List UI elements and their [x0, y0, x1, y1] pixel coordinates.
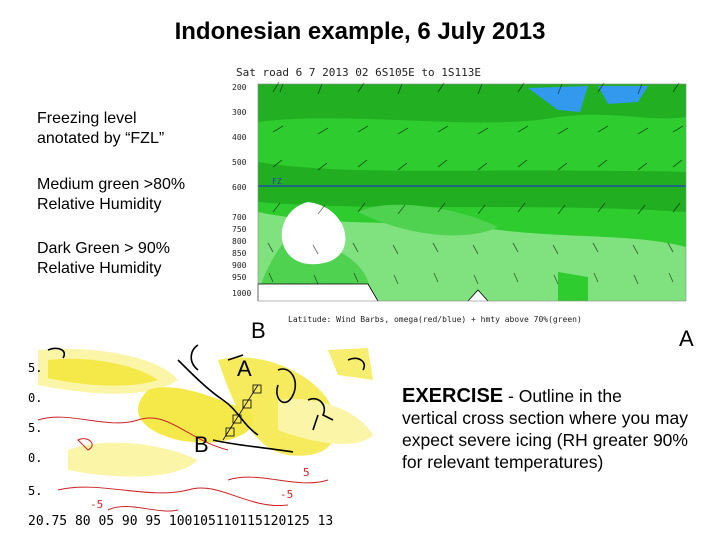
exercise-heading: EXERCISE: [402, 385, 504, 407]
pressure-label: 750: [232, 225, 247, 234]
blue-patch: [528, 86, 588, 112]
map-image: -5 5 -5 5. 0. 5. 0. 5. 20.75 80 05 90 95…: [28, 340, 380, 532]
rh-field: [258, 84, 686, 301]
pressure-label: 950: [232, 273, 247, 282]
lat-label: 5.: [28, 361, 42, 375]
note-line: Dark Green > 90%: [37, 240, 170, 257]
cross-section-header: Sat road 6 7 2013 02 6S105E to 1S113E: [236, 66, 481, 79]
pressure-label: 200: [232, 83, 247, 92]
lat-label: 0.: [28, 391, 42, 405]
wind-barbs: [267, 81, 684, 285]
cross-section-footer: Latitude: Wind Barbs, omega(red/blue) + …: [288, 315, 582, 324]
lat-label: 5.: [28, 421, 42, 435]
lat-axis: 5. 0. 5. 0. 5.: [28, 361, 42, 498]
contour-label: 5: [303, 466, 310, 479]
contour-label: -5: [90, 498, 103, 511]
note-line: Medium green >80%: [37, 176, 186, 193]
cross-section-image: FZ Sat road 6 7 2013 02 6S105E to 1S113E…: [228, 62, 710, 327]
map-rh-shading: [38, 348, 373, 477]
note-line: Relative Humidity: [37, 196, 162, 213]
fzl-label: FZ: [272, 177, 282, 186]
note-freezing-level: Freezing level anotated by “FZL”: [37, 109, 164, 149]
slide-title: Indonesian example, 6 July 2013: [174, 18, 546, 45]
note-line: Relative Humidity: [37, 260, 162, 277]
pressure-label: 900: [232, 261, 247, 270]
note-medium-green: Medium green >80% Relative Humidity: [37, 175, 185, 215]
exercise-lead: - Outline in the: [503, 386, 622, 406]
pressure-label: 300: [232, 108, 247, 117]
label-b-top: B: [251, 318, 266, 343]
note-dark-green: Dark Green > 90% Relative Humidity: [37, 239, 170, 279]
label-a-top: A: [679, 326, 694, 351]
lat-label: 0.: [28, 451, 42, 465]
contour-labels: -5 5 -5: [90, 466, 310, 511]
pressure-label: 850: [232, 249, 247, 258]
note-line: Freezing level: [37, 110, 137, 127]
lat-label: 5.: [28, 484, 42, 498]
pressure-label: 800: [232, 237, 247, 246]
pressure-label: 400: [232, 133, 247, 142]
pressure-axis: 200 300 400 500 600 700 750 800 850 900 …: [232, 83, 251, 298]
exercise-heading-line: EXERCISE - Outline in the: [402, 385, 702, 407]
pressure-label: 700: [232, 213, 247, 222]
pressure-label: 500: [232, 158, 247, 167]
exercise-body: vertical cross section where you may exp…: [402, 408, 688, 472]
coastlines: [47, 344, 366, 453]
label-b-map: B: [194, 432, 209, 457]
note-line: anotated by “FZL”: [37, 130, 165, 147]
pressure-label: 1000: [232, 289, 251, 298]
cross-section-track: [222, 384, 262, 441]
exercise-text: EXERCISE - Outline in the vertical cross…: [402, 385, 702, 473]
label-a-map: A: [237, 356, 252, 381]
lon-axis: 20.75 80 05 90 95 100105110115120125 13: [28, 514, 333, 529]
omega-contours: [37, 416, 329, 512]
contour-label: -5: [280, 488, 293, 501]
pressure-label: 600: [232, 183, 247, 192]
